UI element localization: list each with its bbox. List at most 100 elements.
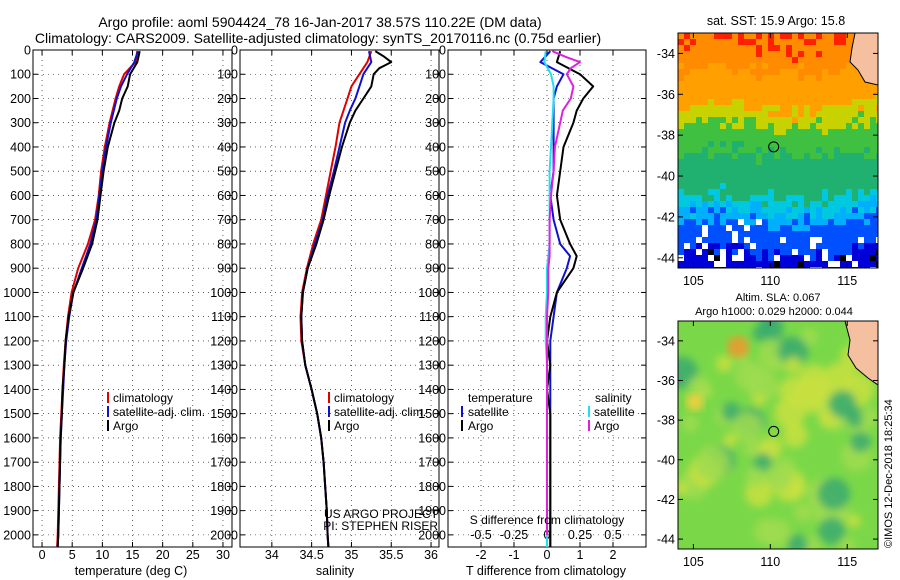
sst-cell — [684, 243, 690, 249]
sst-cell — [780, 123, 786, 129]
sst-cell — [840, 93, 846, 99]
sst-cell — [678, 111, 684, 117]
sst-cell — [678, 195, 684, 201]
sst-cell — [696, 117, 702, 123]
sst-cell — [834, 81, 840, 87]
sst-cell — [774, 219, 780, 225]
sst-cell — [732, 63, 738, 69]
depth-tick-label: 900 — [10, 262, 31, 276]
sst-cell — [744, 159, 750, 165]
sst-cell — [816, 213, 822, 219]
x-tick-label: 10 — [95, 548, 109, 562]
sst-cell — [816, 111, 822, 117]
sst-cell — [792, 63, 798, 69]
sst-cell — [696, 231, 702, 237]
sst-cell — [828, 105, 834, 111]
sst-cell — [828, 237, 834, 243]
sst-cell — [678, 201, 684, 207]
depth-tick-label: 900 — [217, 262, 238, 276]
sst-cell — [708, 123, 714, 129]
sst-cell — [726, 255, 732, 261]
sst-cell — [696, 93, 702, 99]
sst-cell — [876, 99, 878, 105]
sst-cell — [840, 117, 846, 123]
sst-cell — [744, 45, 750, 51]
sst-cell — [828, 51, 834, 57]
sst-cell — [780, 171, 786, 177]
sst-cell — [702, 69, 708, 75]
sst-cell — [834, 153, 840, 159]
sst-cell — [786, 141, 792, 147]
sst-cell — [846, 93, 852, 99]
sst-cell — [822, 147, 828, 153]
sst-cell — [756, 129, 762, 135]
sst-cell — [762, 165, 768, 171]
sst-cell — [762, 123, 768, 129]
sst-cell — [702, 225, 708, 231]
sst-cell — [708, 183, 714, 189]
sst-cell — [756, 249, 762, 255]
sst-cell — [852, 207, 858, 213]
sst-cell — [780, 147, 786, 153]
sst-cell — [810, 45, 816, 51]
sst-cell — [750, 141, 756, 147]
sst-cell — [696, 69, 702, 75]
sst-cell — [804, 243, 810, 249]
sst-cell — [762, 141, 768, 147]
sst-cell — [846, 249, 852, 255]
legend-sal-argo-label: Argo — [594, 419, 620, 433]
sst-cell — [678, 147, 684, 153]
sst-cell — [750, 255, 756, 261]
sst-cell — [870, 261, 876, 267]
sst-cell — [696, 111, 702, 117]
sst-cell — [690, 81, 696, 87]
sst-cell — [684, 51, 690, 57]
sst-cell — [738, 219, 744, 225]
sst-cell — [708, 117, 714, 123]
sst-cell — [714, 183, 720, 189]
sst-cell — [708, 243, 714, 249]
sst-cell — [858, 141, 864, 147]
sst-cell — [846, 33, 852, 39]
sst-cell — [822, 201, 828, 207]
sst-cell — [726, 213, 732, 219]
sst-cell — [870, 201, 876, 207]
sst-cell — [702, 153, 708, 159]
sst-cell — [774, 177, 780, 183]
x-tick-label: 1 — [577, 548, 584, 562]
sst-cell — [846, 99, 852, 105]
sst-cell — [738, 183, 744, 189]
sst-cell — [774, 243, 780, 249]
sst-cell — [678, 159, 684, 165]
sst-cell — [708, 249, 714, 255]
sst-cell — [738, 57, 744, 63]
sst-cell — [714, 243, 720, 249]
sst-cell — [810, 99, 816, 105]
sst-cell — [780, 69, 786, 75]
sst-cell — [852, 123, 858, 129]
s-tick-label: -0.25 — [500, 528, 529, 542]
sst-cell — [870, 141, 876, 147]
sst-cell — [828, 177, 834, 183]
sst-cell — [726, 201, 732, 207]
sst-cell — [714, 177, 720, 183]
sst-cell — [864, 213, 870, 219]
sst-cell — [702, 117, 708, 123]
depth-tick-label: 100 — [425, 68, 446, 82]
sst-cell — [750, 225, 756, 231]
sst-cell — [714, 147, 720, 153]
sst-cell — [696, 57, 702, 63]
sst-cell — [798, 123, 804, 129]
sst-cell — [822, 213, 828, 219]
sst-cell — [798, 225, 804, 231]
sst-cell — [768, 135, 774, 141]
sst-cell — [690, 177, 696, 183]
sst-cell — [708, 159, 714, 165]
sst-cell — [810, 69, 816, 75]
sst-cell — [834, 231, 840, 237]
sst-cell — [684, 57, 690, 63]
sst-cell — [792, 261, 798, 267]
sst-cell — [780, 177, 786, 183]
sst-cell — [876, 207, 878, 213]
sst-cell — [774, 189, 780, 195]
